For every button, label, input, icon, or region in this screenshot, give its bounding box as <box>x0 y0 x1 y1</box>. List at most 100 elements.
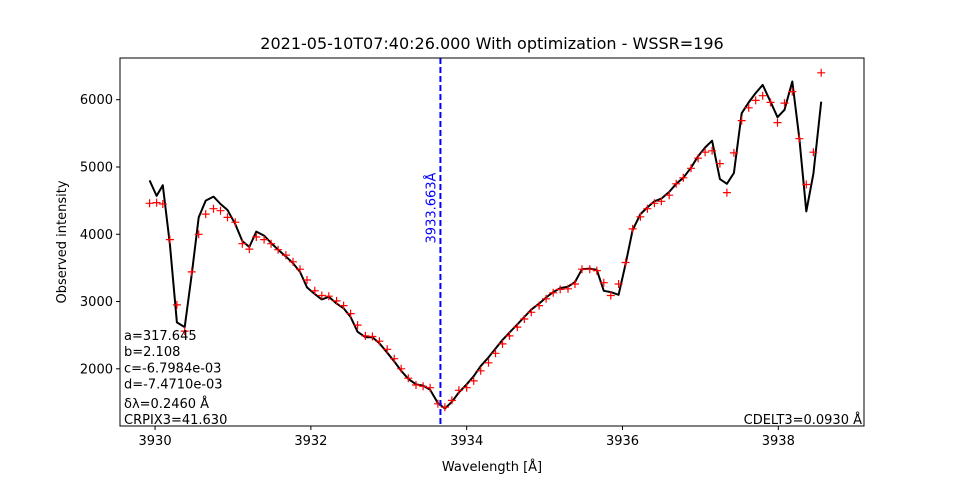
observed-point <box>252 233 261 241</box>
observed-point <box>346 309 355 318</box>
y-axis: 2000 3000 4000 5000 6000 <box>80 93 120 377</box>
observed-point <box>383 345 392 354</box>
observed-point <box>145 199 154 208</box>
parameter-line: d=-7.4710e-03 <box>124 378 223 393</box>
observed-point <box>795 134 804 143</box>
observed-point <box>404 374 413 383</box>
observed-point <box>687 164 695 173</box>
x-tick-label: 3934 <box>450 434 483 449</box>
x-tick-label: 3936 <box>606 434 639 449</box>
observed-point <box>758 91 767 100</box>
observed-point <box>245 245 254 254</box>
observed-point <box>426 383 435 392</box>
observed-point <box>397 364 406 373</box>
observed-point <box>238 239 247 248</box>
observed-point <box>505 331 514 340</box>
observed-point <box>535 301 544 310</box>
observed-point <box>172 300 181 309</box>
observed-point <box>201 210 210 219</box>
observed-point <box>643 204 652 213</box>
observed-point <box>708 146 717 155</box>
observed-point <box>780 99 789 108</box>
observed-point <box>317 291 326 300</box>
observed-point <box>390 354 399 363</box>
observed-point <box>332 296 341 305</box>
observed-point <box>194 230 203 239</box>
y-tick-label: 3000 <box>80 295 113 310</box>
observed-point <box>513 323 522 332</box>
observed-point <box>491 349 500 358</box>
y-tick-label: 2000 <box>80 362 113 377</box>
y-tick-label: 4000 <box>80 228 113 243</box>
observed-point <box>231 218 240 227</box>
observed-point <box>679 173 688 182</box>
observed-point <box>223 213 232 222</box>
parameter-line: δλ=0.2460 Å <box>124 396 209 412</box>
observed-point <box>324 292 333 301</box>
observed-point <box>361 331 370 340</box>
x-axis-label: Wavelength [Å] <box>442 459 542 475</box>
observed-point <box>773 118 782 127</box>
observed-point <box>267 239 276 248</box>
observed-point <box>578 265 586 274</box>
y-tick-label: 5000 <box>80 160 113 175</box>
observed-point <box>158 200 167 208</box>
observed-point <box>694 154 703 163</box>
observed-point <box>722 188 731 197</box>
observed-point <box>520 315 529 323</box>
observed-point <box>701 148 710 157</box>
observed-point <box>454 386 463 395</box>
observed-point <box>274 245 283 254</box>
observed-point <box>542 294 551 303</box>
observed-point <box>412 381 420 389</box>
observed-point <box>476 366 485 375</box>
observed-point <box>729 148 738 157</box>
observed-point <box>657 197 666 206</box>
x-axis: 3930 3932 3934 3936 3938 <box>139 426 795 449</box>
observed-point <box>672 179 681 188</box>
observed-point <box>817 68 826 77</box>
observed-point <box>180 327 189 336</box>
observed-point <box>419 382 428 391</box>
y-tick-label: 6000 <box>80 93 113 108</box>
observed-point <box>571 280 579 288</box>
observed-point <box>650 199 659 208</box>
observed-point <box>353 321 362 330</box>
parameter-line: a=317.645 <box>124 329 197 344</box>
observed-point <box>368 332 377 341</box>
observed-point <box>216 206 225 215</box>
observed-point <box>375 337 384 346</box>
observed-point <box>549 288 558 297</box>
observed-point <box>564 284 572 293</box>
plot-area: 3933.663Å <box>145 58 826 426</box>
observed-point <box>744 103 753 112</box>
observed-point <box>447 396 456 405</box>
observed-point <box>303 276 311 284</box>
y-axis-label: Observed intensity <box>55 180 70 303</box>
parameter-line: CRPIX3=41.630 <box>124 413 227 428</box>
chart-title: 2021-05-10T07:40:26.000 With optimizatio… <box>260 34 723 53</box>
parameter-line: b=2.108 <box>124 345 180 360</box>
center-wavelength-label: 3933.663Å <box>423 172 439 243</box>
observed-point <box>636 212 645 221</box>
observed-point <box>260 235 269 244</box>
observed-point <box>187 267 196 276</box>
observed-point <box>585 265 594 274</box>
x-tick-label: 3932 <box>294 434 327 449</box>
plot-frame <box>119 57 865 427</box>
observed-point <box>665 191 674 200</box>
x-tick-label: 3938 <box>762 434 795 449</box>
observed-point <box>152 198 161 207</box>
observed-point <box>209 204 218 213</box>
observed-point <box>281 251 290 260</box>
observed-point <box>592 266 601 275</box>
observed-point <box>296 265 304 274</box>
observed-point <box>802 180 811 189</box>
observed-point <box>498 339 507 348</box>
observed-point <box>462 383 471 392</box>
observed-point <box>737 116 746 125</box>
observed-point <box>599 278 608 287</box>
observed-point <box>788 87 797 96</box>
